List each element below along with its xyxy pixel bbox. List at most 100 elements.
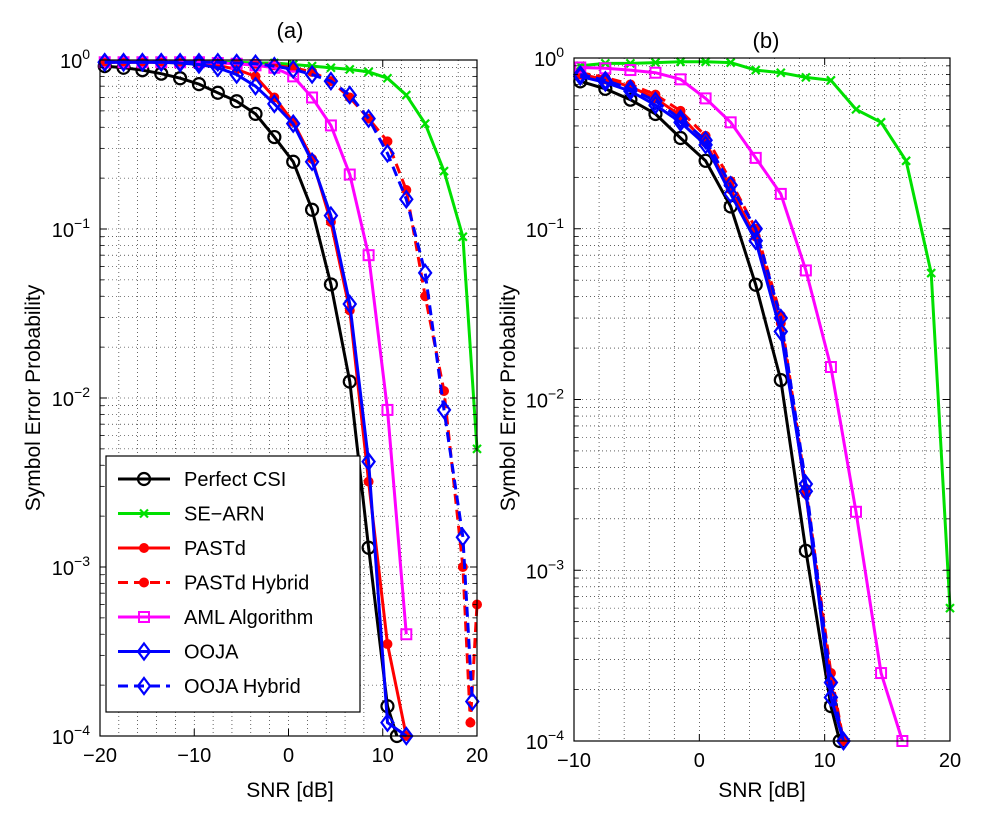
data-point [773, 308, 789, 328]
data-point [649, 66, 662, 79]
y-tick-label: 10−3 [526, 556, 564, 583]
data-point [700, 57, 711, 67]
data-point [361, 451, 376, 472]
y-tick-label: 10−1 [526, 215, 564, 242]
data-point [306, 91, 319, 104]
panel-b-gridlines [574, 58, 950, 741]
panel-a: (a) −20 −10 0 10 20 10−4 10−3 10−2 10−1 100 SNR [… [22, 18, 488, 802]
data-point [901, 156, 911, 166]
legend-marker [136, 676, 152, 696]
panel-b: (b) −10 0 10 20 10−4 10−3 10−2 10−1 100 SNR [dB]… [497, 28, 961, 802]
data-point [344, 64, 355, 75]
y-tick-label: 10−3 [52, 553, 90, 580]
data-point [285, 113, 301, 134]
data-point [304, 64, 320, 85]
series-line-se-arn [580, 60, 952, 609]
data-point [773, 321, 789, 342]
data-point [836, 731, 851, 751]
data-point [287, 70, 300, 83]
data-point [623, 78, 638, 99]
data-point [773, 372, 788, 388]
series-line-perfect-csi [579, 79, 842, 742]
data-point [343, 168, 356, 181]
data-point [398, 189, 414, 210]
data-point [326, 62, 336, 73]
data-point [229, 94, 244, 109]
data-point [801, 72, 811, 83]
legend-marker [139, 577, 149, 588]
y-tick-label: 10−4 [526, 727, 564, 754]
data-point [380, 143, 395, 164]
data-point [401, 90, 412, 100]
x-tick-label: 10 [814, 750, 836, 772]
x-tick-label: 20 [466, 745, 488, 767]
data-point [362, 249, 375, 262]
data-point [266, 94, 282, 114]
data-point [342, 374, 357, 389]
data-point [455, 527, 471, 548]
x-tick-label: 20 [939, 750, 961, 772]
data-point [675, 57, 686, 67]
data-point [400, 628, 413, 641]
data-point [725, 57, 736, 68]
legend-label: AML Algorithm [184, 607, 313, 629]
data-point [229, 64, 245, 85]
data-point [382, 639, 393, 650]
legend-label: OOJA [184, 642, 239, 664]
legend-marker [139, 543, 149, 553]
data-point [380, 712, 395, 733]
panel-a-ylabel: Symbol Error Probability [22, 284, 45, 511]
legend-marker [136, 471, 152, 487]
data-point [798, 474, 814, 494]
data-point [748, 218, 764, 239]
data-point [266, 56, 282, 76]
data-point [875, 667, 888, 680]
data-point [926, 268, 936, 278]
data-point [650, 57, 661, 68]
y-tick-label: 100 [534, 44, 564, 71]
data-point [248, 106, 263, 121]
data-point [381, 403, 394, 416]
data-point [750, 65, 761, 75]
data-point [342, 294, 358, 314]
data-point [776, 67, 786, 78]
data-point [699, 92, 712, 105]
data-point [624, 64, 637, 77]
data-point [464, 691, 480, 712]
y-tick-label: 10−2 [52, 384, 90, 411]
data-point [698, 130, 713, 151]
panel-b-series [572, 57, 955, 751]
legend-label: PASTd [184, 538, 246, 560]
panel-b-xlabel: SNR [dB] [718, 779, 806, 802]
data-point [648, 91, 663, 111]
data-point [361, 108, 376, 129]
panel-b-ylabel: Symbol Error Probability [497, 284, 520, 511]
data-point [823, 687, 839, 708]
x-tick-label: −10 [557, 750, 591, 772]
series-line-ooja-hybrid [104, 60, 474, 702]
panel-a-ticks: −20 −10 0 10 20 10−4 10−3 10−2 10−1 100 [52, 46, 488, 767]
data-point [382, 73, 393, 84]
data-point [285, 59, 301, 80]
legend: Perfect CSI SE−ARN PASTd PASTd Hybrid AML Al… [105, 455, 361, 713]
data-point [851, 104, 861, 115]
data-point [304, 151, 320, 172]
x-tick-label: 0 [283, 745, 294, 767]
series-line-ooja-hybrid [579, 73, 845, 742]
data-point [191, 77, 207, 92]
legend-marker [139, 508, 149, 519]
data-point [465, 717, 476, 728]
data-point [798, 481, 814, 502]
data-point [574, 61, 587, 74]
data-point [876, 117, 886, 128]
panel-a-title: (a) [277, 18, 304, 43]
data-point [674, 73, 687, 86]
data-point [439, 166, 449, 176]
data-point [823, 672, 839, 693]
x-tick-label: 0 [694, 750, 705, 772]
x-tick-label: −20 [83, 745, 117, 767]
data-point [572, 64, 588, 85]
panel-a-xlabel: SNR [dB] [246, 779, 334, 802]
data-point [698, 153, 713, 168]
